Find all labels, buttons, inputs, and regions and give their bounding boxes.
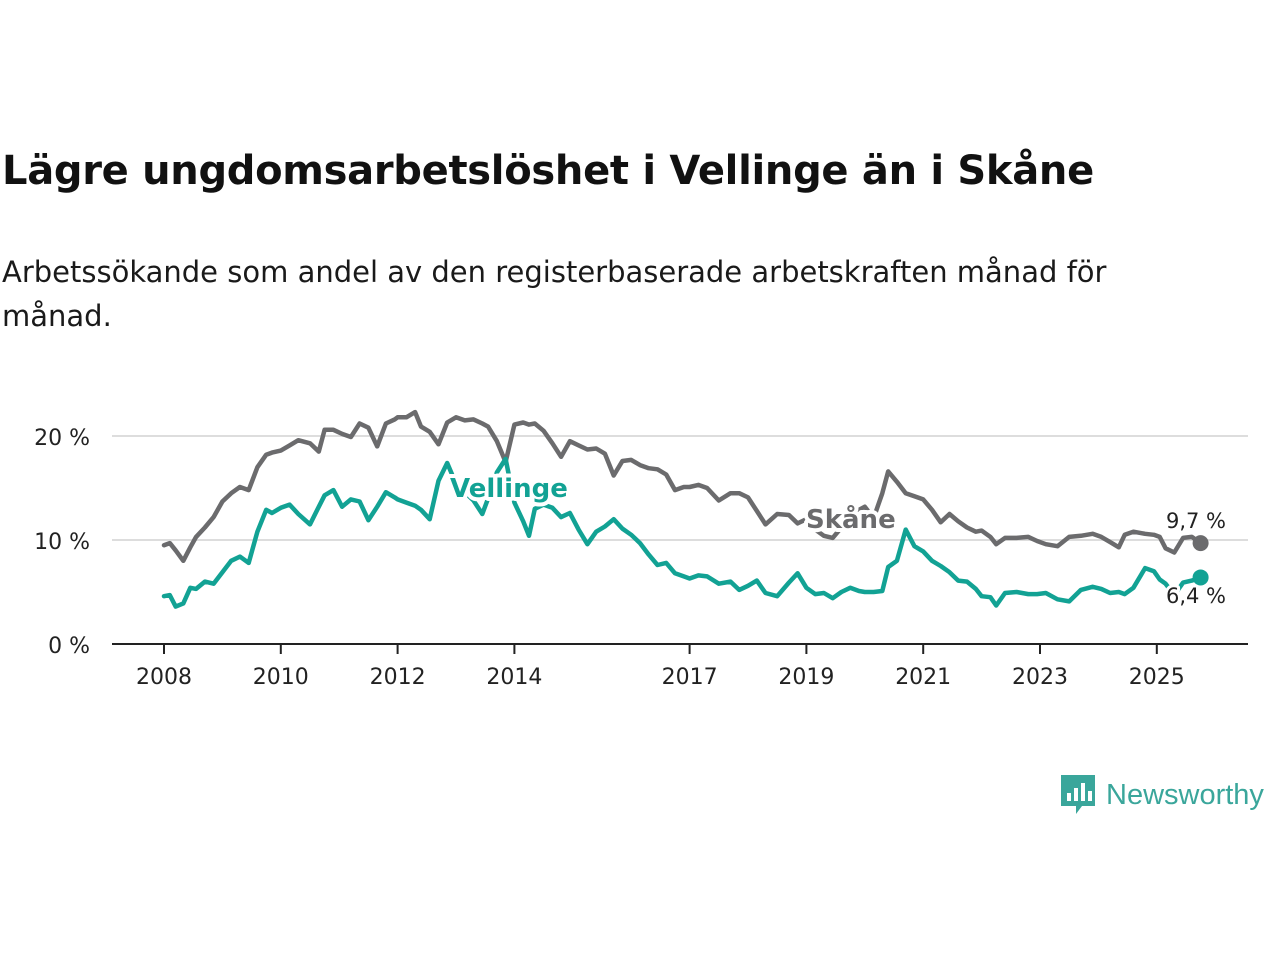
end-point-skane [1192,535,1209,552]
x-tick-label: 2021 [895,665,951,690]
end-value-label: 9,7 % [1166,509,1226,533]
series-label: Skåne [806,503,896,535]
y-tick-label: 0 % [48,634,90,659]
series-line-skane [161,409,1203,564]
chart-subtitle: Arbetssökande som andel av den registerb… [2,255,1107,333]
x-tick-label: 2008 [136,665,192,690]
x-tick-label: 2025 [1129,665,1185,690]
brand-logo: Newsworthy [1058,772,1264,818]
x-tick-label: 2012 [370,665,426,690]
y-tick-label: 10 % [34,530,90,555]
series-label: Vellinge [450,474,568,504]
x-tick-label: 2023 [1012,665,1068,690]
series-line-vellinge [161,456,1203,609]
y-tick-label: 20 % [34,426,90,451]
end-point-vellinge [1192,569,1209,586]
x-tick-label: 2010 [253,665,309,690]
brand-name: Newsworthy [1106,778,1264,811]
x-tick-label: 2014 [486,665,542,690]
x-tick-label: 2019 [778,665,834,690]
end-value-label: 6,4 % [1166,584,1226,608]
newsworthy-logo-icon [1061,775,1095,814]
chart-title: Lägre ungdomsarbetslöshet i Vellinge än … [2,148,1094,194]
x-tick-label: 2017 [662,665,718,690]
